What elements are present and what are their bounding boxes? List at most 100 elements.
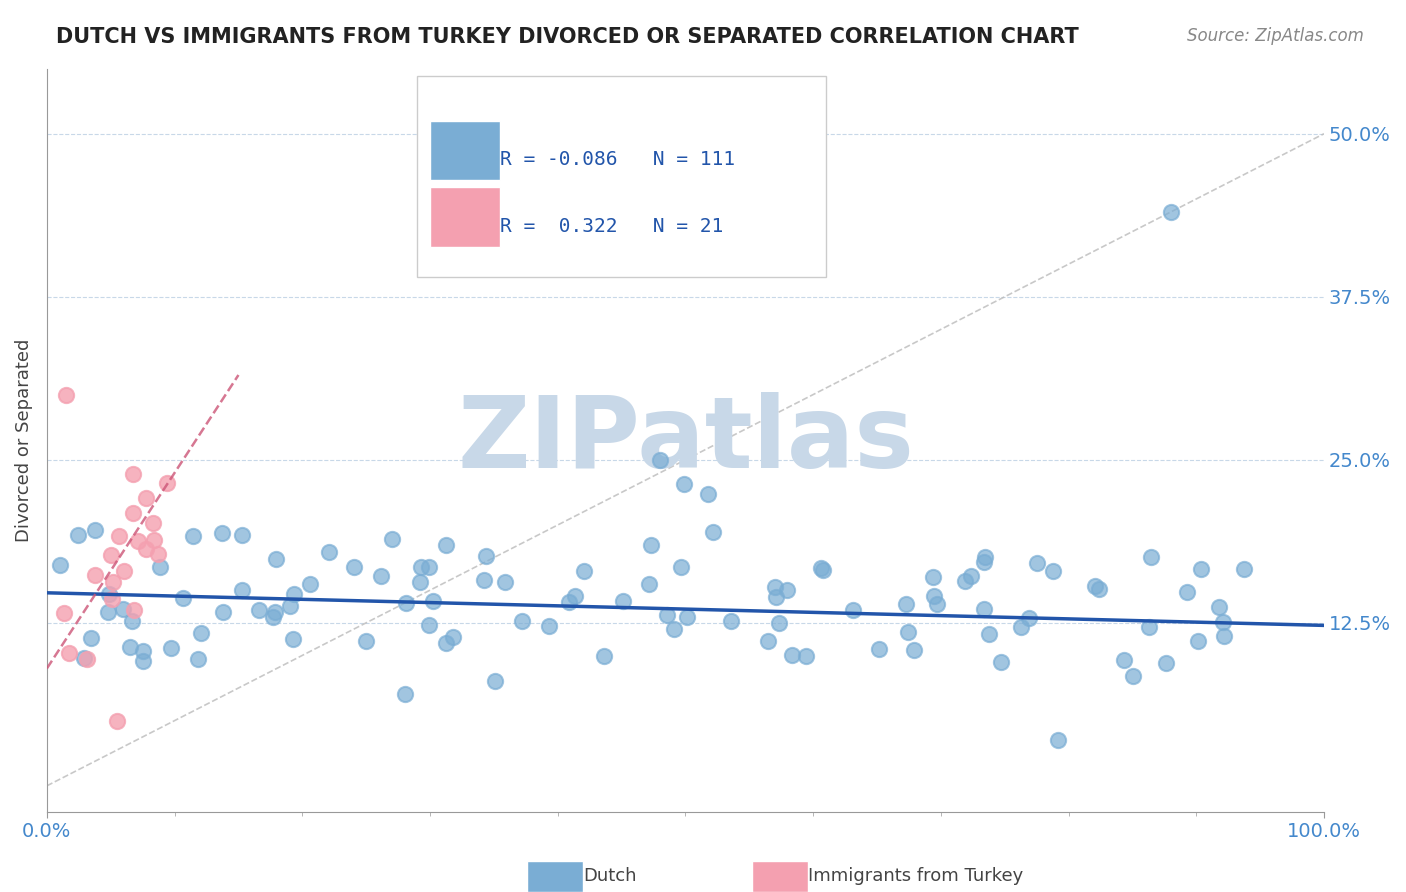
Y-axis label: Divorced or Separated: Divorced or Separated [15, 339, 32, 542]
Point [131, 644, 153, 658]
Point [278, 599, 301, 614]
Point [780, 648, 803, 662]
Point [112, 602, 135, 616]
Point [1026, 556, 1049, 570]
Point [810, 561, 832, 575]
Point [266, 551, 288, 566]
Point [53, 606, 76, 620]
Text: R =  0.322   N = 21: R = 0.322 N = 21 [501, 217, 724, 236]
Point [105, 714, 128, 728]
Point [58, 646, 80, 660]
Point [112, 564, 135, 578]
Point [127, 533, 149, 548]
Point [484, 673, 506, 688]
Point [212, 605, 235, 619]
Point [394, 687, 416, 701]
Point [977, 626, 1000, 640]
Point [67, 528, 90, 542]
Point [1046, 732, 1069, 747]
Point [418, 618, 440, 632]
Point [868, 642, 890, 657]
Point [675, 609, 697, 624]
Point [98, 587, 121, 601]
Point [395, 596, 418, 610]
Point [1212, 629, 1234, 643]
Point [697, 487, 720, 501]
Point [83, 567, 105, 582]
Point [1137, 619, 1160, 633]
Point [156, 476, 179, 491]
Text: R = -0.086   N = 111: R = -0.086 N = 111 [501, 150, 735, 169]
Text: ZIPatlas: ZIPatlas [457, 392, 914, 489]
Point [1175, 585, 1198, 599]
Text: Source: ZipAtlas.com: Source: ZipAtlas.com [1187, 27, 1364, 45]
Point [101, 591, 124, 606]
Point [434, 538, 457, 552]
Point [638, 576, 661, 591]
Point [83, 523, 105, 537]
Point [655, 607, 678, 622]
Point [441, 631, 464, 645]
Point [953, 574, 976, 588]
Point [1160, 205, 1182, 219]
Point [1189, 562, 1212, 576]
Point [922, 570, 945, 584]
Point [231, 528, 253, 542]
Point [960, 569, 983, 583]
Point [211, 526, 233, 541]
Point [1233, 562, 1256, 576]
Point [648, 452, 671, 467]
Point [1018, 611, 1040, 625]
Point [149, 560, 172, 574]
Point [973, 601, 995, 615]
Point [281, 632, 304, 646]
Point [122, 467, 145, 481]
Point [97, 605, 120, 619]
Point [592, 648, 614, 663]
Point [422, 593, 444, 607]
Point [768, 616, 790, 631]
Point [1084, 579, 1107, 593]
Point [558, 595, 581, 609]
Point [409, 574, 432, 589]
Point [669, 559, 692, 574]
Point [283, 587, 305, 601]
Point [1087, 582, 1109, 596]
FancyBboxPatch shape [418, 76, 825, 277]
Point [922, 589, 945, 603]
Point [574, 564, 596, 578]
Point [73, 651, 96, 665]
Point [231, 582, 253, 597]
Point [1010, 620, 1032, 634]
Point [811, 563, 834, 577]
Point [775, 582, 797, 597]
Point [135, 491, 157, 505]
Point [181, 529, 204, 543]
Point [101, 575, 124, 590]
Point [903, 643, 925, 657]
Point [49, 558, 72, 572]
Point [132, 654, 155, 668]
Point [1122, 669, 1144, 683]
Point [512, 614, 534, 628]
Point [55, 387, 77, 401]
Point [418, 560, 440, 574]
Point [1042, 564, 1064, 578]
Point [143, 533, 166, 547]
Point [1212, 615, 1234, 630]
Point [121, 614, 143, 628]
Point [842, 603, 865, 617]
Point [494, 574, 516, 589]
Point [118, 640, 141, 654]
Point [100, 548, 122, 562]
Point [381, 533, 404, 547]
Point [122, 602, 145, 616]
Point [897, 624, 920, 639]
Point [298, 576, 321, 591]
FancyBboxPatch shape [430, 187, 501, 247]
Point [472, 573, 495, 587]
Point [190, 626, 212, 640]
Point [612, 594, 634, 608]
Point [564, 590, 586, 604]
Point [135, 541, 157, 556]
